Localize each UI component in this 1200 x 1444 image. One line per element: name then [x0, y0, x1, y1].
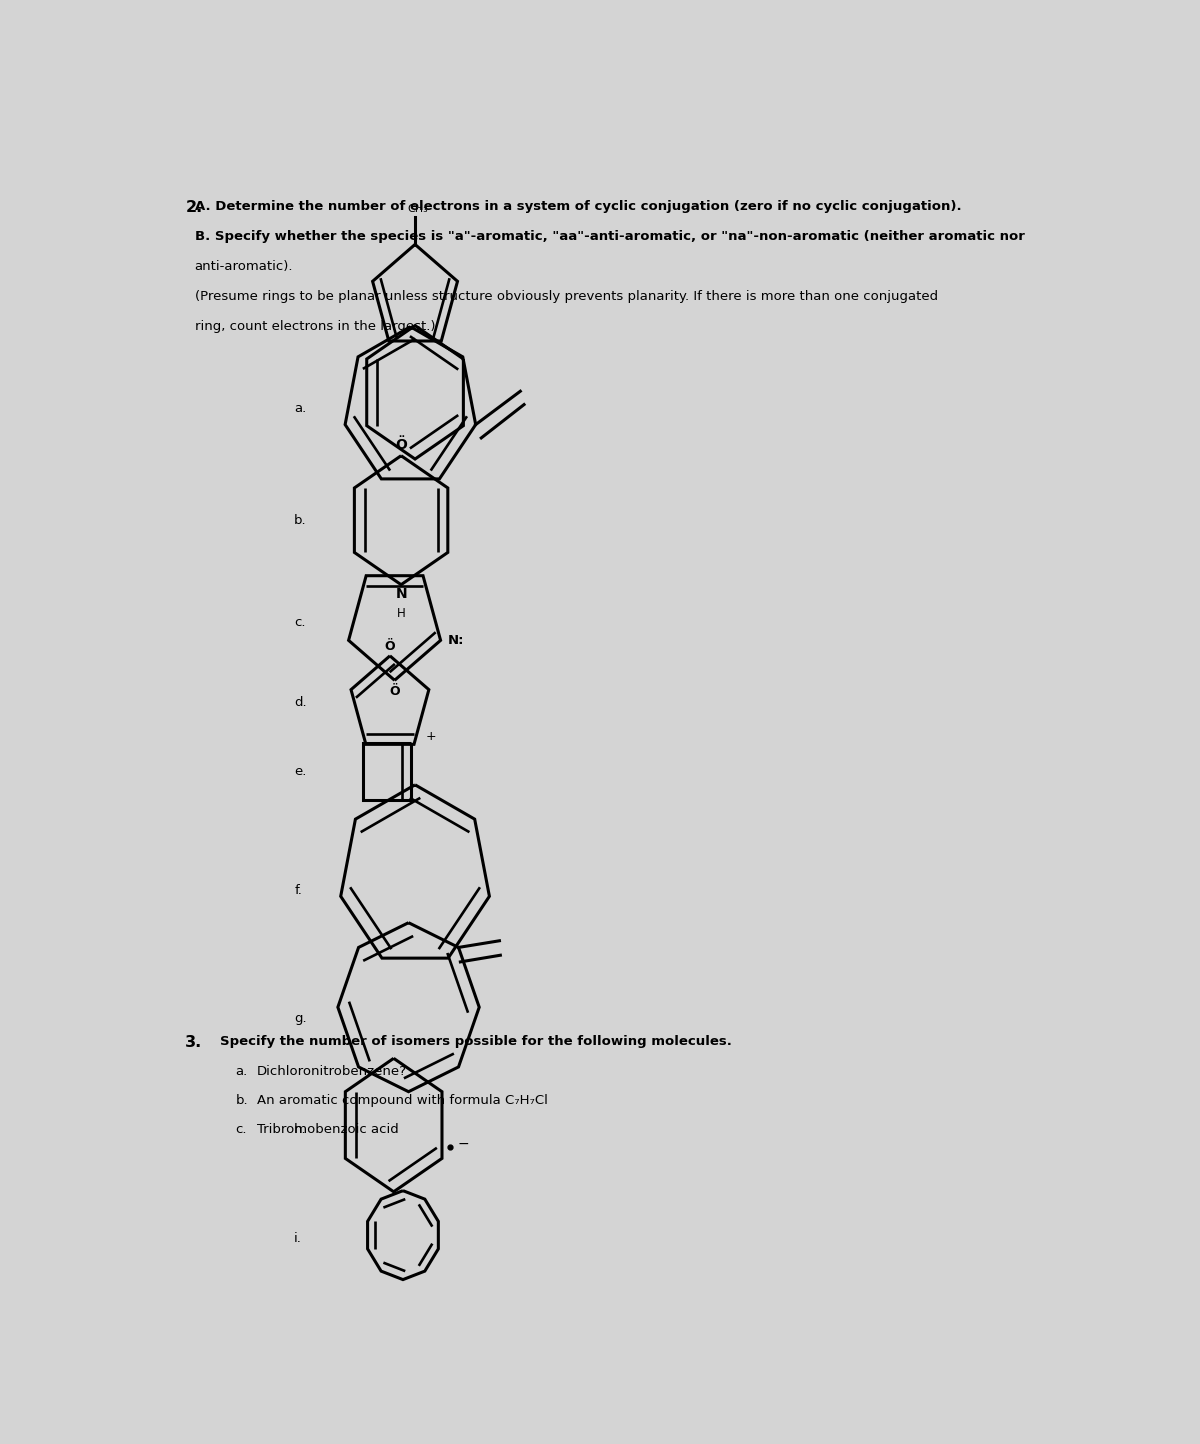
Text: b.: b.: [294, 514, 307, 527]
Text: Dichloronitrobenzene?: Dichloronitrobenzene?: [257, 1066, 407, 1079]
Text: Specify the number of isomers possible for the following molecules.: Specify the number of isomers possible f…: [220, 1035, 732, 1048]
Text: g.: g.: [294, 1012, 307, 1025]
Text: ring, count electrons in the largest.): ring, count electrons in the largest.): [194, 321, 436, 334]
Text: a.: a.: [235, 1066, 248, 1079]
Text: c.: c.: [235, 1123, 247, 1136]
Text: i.: i.: [294, 1232, 302, 1245]
Text: N: N: [395, 586, 407, 601]
Text: 3.: 3.: [185, 1035, 203, 1050]
Text: +: +: [426, 731, 437, 744]
Text: Tribromobenzoic acid: Tribromobenzoic acid: [257, 1123, 398, 1136]
Text: −: −: [457, 1136, 469, 1151]
Text: CH₃: CH₃: [408, 205, 428, 214]
Text: h.: h.: [294, 1123, 307, 1136]
Text: Ö: Ö: [395, 439, 407, 452]
Text: (Presume rings to be planar unless structure obviously prevents planarity. If th: (Presume rings to be planar unless struc…: [194, 290, 937, 303]
Text: f.: f.: [294, 884, 302, 897]
Text: B. Specify whether the species is "a"-aromatic, "aa"-anti-aromatic, or "na"-non-: B. Specify whether the species is "a"-ar…: [194, 230, 1025, 243]
Text: An aromatic compound with formula C₇H₇Cl: An aromatic compound with formula C₇H₇Cl: [257, 1095, 548, 1108]
Text: b.: b.: [235, 1095, 248, 1108]
Text: A. Determine the number of electrons in a system of cyclic conjugation (zero if : A. Determine the number of electrons in …: [194, 199, 961, 212]
Text: Ö: Ö: [385, 640, 395, 653]
Text: Ö: Ö: [389, 684, 400, 697]
Text: H: H: [397, 606, 406, 619]
Text: c.: c.: [294, 617, 306, 630]
Text: anti-aromatic).: anti-aromatic).: [194, 260, 293, 273]
Text: N:: N:: [448, 634, 464, 647]
Text: a.: a.: [294, 403, 306, 416]
Text: d.: d.: [294, 696, 307, 709]
Text: e.: e.: [294, 765, 306, 778]
Text: 2.: 2.: [185, 199, 203, 215]
